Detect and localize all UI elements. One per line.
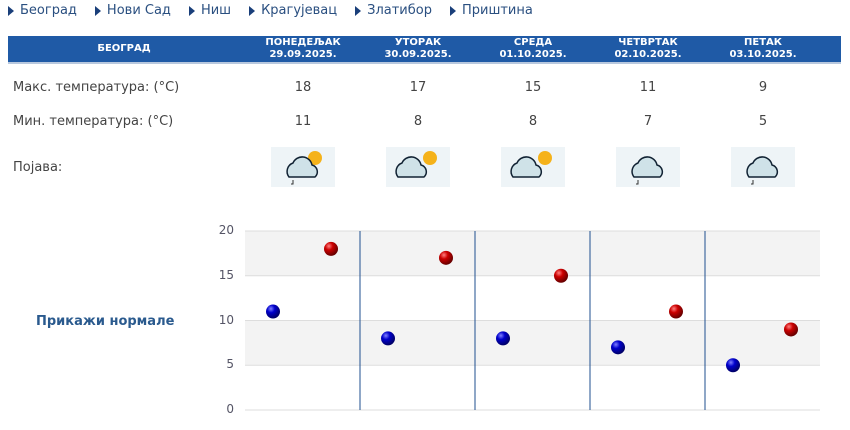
arrow-icon: [249, 5, 256, 16]
nav-label: Нови Сад: [106, 3, 171, 18]
sun-cloud-icon: [501, 147, 565, 187]
nav-link-pristina[interactable]: Приштина: [449, 3, 533, 18]
city-nav: Београд Нови Сад Ниш Крагујевац Златибор…: [8, 3, 551, 18]
max-temp-label: Макс. температура: (°C): [13, 80, 180, 95]
nav-label: Приштина: [461, 3, 533, 18]
max-temp-point[interactable]: [554, 268, 568, 283]
nav-link-nis[interactable]: Ниш: [188, 3, 232, 18]
nav-label: Београд: [20, 3, 77, 18]
max-temp-value: 18: [294, 80, 312, 95]
max-temp-value: 15: [524, 80, 542, 95]
day-date: 02.10.2025.: [614, 49, 682, 60]
max-temp-value: 17: [409, 80, 427, 95]
day-date: 03.10.2025.: [729, 49, 797, 60]
nav-label: Ниш: [200, 3, 232, 18]
min-temp-value: 5: [758, 114, 768, 129]
arrow-icon: [94, 5, 101, 16]
day-date: 29.09.2025.: [269, 49, 337, 60]
cloud-rain-icon: [616, 147, 680, 187]
grid-band: [245, 231, 820, 276]
max-temp-value: 9: [758, 80, 768, 95]
arrow-icon: [355, 5, 362, 16]
nav-link-zlatibor[interactable]: Златибор: [355, 3, 432, 18]
min-temp-value: 11: [294, 114, 312, 129]
sun-cloud-icon: [386, 147, 450, 187]
city-title: БЕОГРАД: [97, 43, 151, 54]
day-header: ПЕТАК 03.10.2025.: [708, 37, 818, 61]
nav-label: Крагујевац: [261, 3, 338, 18]
day-name: ПЕТАК: [744, 37, 782, 48]
max-temp-point[interactable]: [439, 250, 453, 265]
max-temp-point[interactable]: [669, 304, 683, 319]
min-temp-point[interactable]: [381, 331, 395, 346]
max-temp-point[interactable]: [784, 322, 798, 337]
day-date: 30.09.2025.: [384, 49, 452, 60]
cloud-rain-icon: [731, 147, 795, 187]
phenomenon-label: Појава:: [13, 160, 63, 175]
day-header: УТОРАК 30.09.2025.: [363, 37, 473, 61]
y-tick-label: 5: [226, 357, 234, 372]
arrow-icon: [8, 5, 14, 16]
min-temp-label: Мин. температура: (°C): [13, 114, 174, 129]
min-temp-value: 8: [413, 114, 423, 129]
y-tick-label: 10: [218, 312, 234, 327]
min-temp-point[interactable]: [266, 304, 280, 319]
nav-link-novi-sad[interactable]: Нови Сад: [94, 3, 171, 18]
day-name: ЧЕТВРТАК: [618, 37, 678, 48]
grid-band: [245, 320, 820, 366]
arrow-icon: [188, 5, 195, 16]
day-header: ЧЕТВРТАК 02.10.2025.: [593, 37, 703, 61]
forecast-header: БЕОГРАД ПОНЕДЕЉАК 29.09.2025. УТОРАК 30.09.…: [8, 36, 841, 64]
min-temp-point[interactable]: [496, 331, 510, 346]
arrow-icon: [449, 5, 456, 16]
day-header: СРЕДА 01.10.2025.: [478, 37, 588, 61]
y-tick-label: 20: [218, 223, 234, 237]
max-temp-value: 11: [639, 80, 657, 95]
min-temp-value: 8: [528, 114, 538, 129]
nav-link-beograd[interactable]: Београд: [8, 3, 77, 18]
max-temp-point[interactable]: [324, 241, 338, 256]
day-name: УТОРАК: [394, 37, 442, 48]
partly-cloudy-rain-icon: [271, 147, 335, 187]
day-name: СРЕДА: [513, 37, 553, 48]
day-date: 01.10.2025.: [499, 49, 567, 60]
show-normals-link[interactable]: Прикажи нормале: [36, 314, 175, 329]
min-temp-value: 7: [643, 114, 653, 129]
nav-label: Златибор: [367, 3, 432, 18]
min-temp-point[interactable]: [611, 340, 625, 355]
day-name: ПОНЕДЕЉАК: [265, 37, 341, 48]
y-tick-label: 15: [218, 267, 234, 282]
day-header: ПОНЕДЕЉАК 29.09.2025.: [248, 37, 358, 61]
nav-link-kragujevac[interactable]: Крагујевац: [249, 3, 337, 18]
y-tick-label: 0: [226, 402, 234, 416]
min-temp-point[interactable]: [726, 358, 740, 373]
